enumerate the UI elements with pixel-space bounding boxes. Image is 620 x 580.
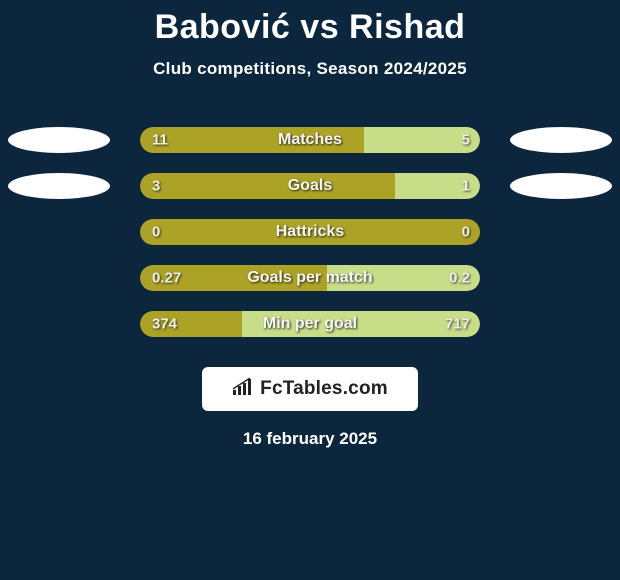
chart-icon	[232, 378, 254, 401]
bar-track	[140, 265, 480, 291]
bar-track	[140, 173, 480, 199]
bar-left	[140, 219, 480, 245]
page-title: Babović vs Rishad	[0, 0, 620, 47]
value-right: 1	[462, 178, 470, 195]
bar-track	[140, 219, 480, 245]
value-right: 0	[462, 224, 470, 241]
player-oval-left	[8, 173, 110, 199]
value-left: 3	[152, 178, 160, 195]
subtitle: Club competitions, Season 2024/2025	[0, 59, 620, 79]
brand-logo-box: FcTables.com	[202, 367, 418, 411]
value-left: 374	[152, 316, 177, 333]
bar-left	[140, 127, 364, 153]
value-right: 0.2	[449, 270, 470, 287]
brand-text: FcTables.com	[260, 378, 388, 400]
stats-rows: 115Matches31Goals00Hattricks0.270.2Goals…	[0, 117, 620, 347]
value-left: 0	[152, 224, 160, 241]
player-oval-right	[510, 127, 612, 153]
value-right: 717	[445, 316, 470, 333]
value-left: 0.27	[152, 270, 181, 287]
stat-row: 31Goals	[0, 163, 620, 209]
bar-left	[140, 173, 395, 199]
value-left: 11	[152, 132, 168, 149]
bar-track	[140, 311, 480, 337]
bar-track	[140, 127, 480, 153]
player-oval-left	[8, 127, 110, 153]
stat-row: 115Matches	[0, 117, 620, 163]
value-right: 5	[462, 132, 470, 149]
date-label: 16 february 2025	[0, 429, 620, 449]
player-oval-right	[510, 173, 612, 199]
stat-row: 0.270.2Goals per match	[0, 255, 620, 301]
stat-row: 374717Min per goal	[0, 301, 620, 347]
stat-row: 00Hattricks	[0, 209, 620, 255]
